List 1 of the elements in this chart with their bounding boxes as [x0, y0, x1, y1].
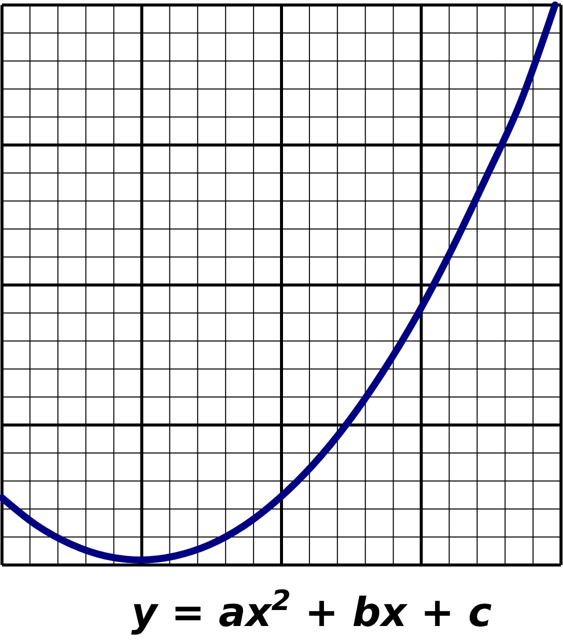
text: y = ax$^{2}$ + bx + c — [131, 584, 492, 636]
